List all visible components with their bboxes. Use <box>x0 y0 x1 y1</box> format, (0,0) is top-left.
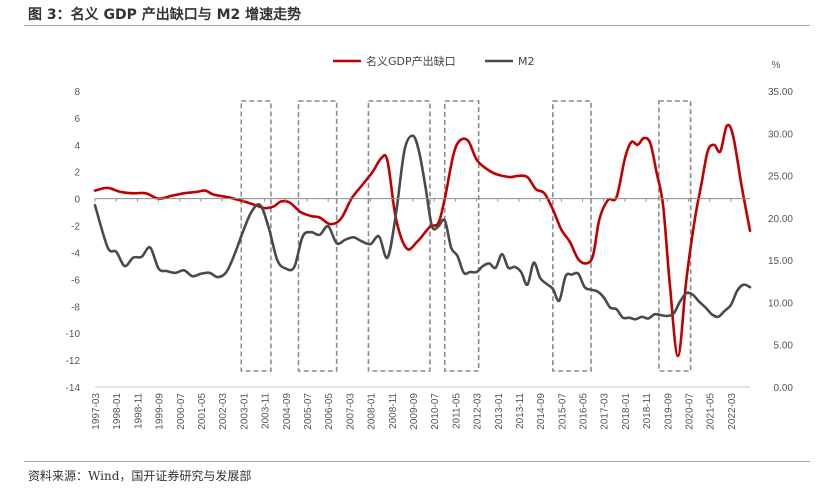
x-axis-tick-label: 2022-03 <box>727 393 738 430</box>
highlight-box <box>367 100 431 372</box>
right-axis: 35.00 30.00 25.00 20.00 15.00 10.00 5.00 0.00% <box>768 60 793 394</box>
right-axis-tick-label: 30.00 <box>768 129 793 140</box>
x-axis-tick-label: 2005-07 <box>303 393 314 430</box>
m2-line <box>93 134 752 321</box>
left-axis-tick-label: -4 <box>71 248 80 259</box>
x-axis-tick-label: 1998-01 <box>112 393 123 430</box>
series-lines <box>93 123 752 358</box>
x-axis-tick-label: 2012-03 <box>473 393 484 430</box>
x-axis-tick-label: 2000-07 <box>176 393 187 430</box>
right-axis-unit: % <box>772 60 781 71</box>
left-axis-tick-label: -2 <box>71 222 80 233</box>
x-axis-tick-label: 2013-01 <box>494 393 505 430</box>
gdp-gap-line <box>93 123 752 358</box>
right-axis-tick-label: 10.00 <box>768 298 793 309</box>
left-axis-tick-label: -6 <box>71 275 80 286</box>
x-axis-tick-label: 1998-11 <box>133 393 144 429</box>
left-axis: 8 6 4 2 0 -2 -4 -6 -8 -10 -12 -14 <box>66 87 81 394</box>
x-axis-tick-label: 2020-07 <box>685 393 696 430</box>
x-axis-tick-label: 2003-11 <box>261 393 272 429</box>
legend-label-gdp-gap: 名义GDP产出缺口 <box>366 54 456 68</box>
left-axis-tick-label: 6 <box>74 114 80 125</box>
highlight-boxes <box>240 100 692 372</box>
highlight-box <box>240 100 272 372</box>
highlight-box <box>658 100 692 372</box>
x-axis-tick-label: 2021-05 <box>706 393 717 430</box>
x-axis-tick-label: 2006-05 <box>324 393 335 430</box>
x-axis-tick-label: 2010-07 <box>430 393 441 430</box>
x-axis-tick-label: 2013-11 <box>515 393 526 429</box>
left-axis-tick-label: 0 <box>74 195 80 206</box>
highlight-box <box>297 100 338 372</box>
source-divider <box>24 461 810 462</box>
right-axis-tick-label: 35.00 <box>768 87 793 98</box>
left-axis-tick-label: 2 <box>74 168 80 179</box>
x-axis-tick-label: 2001-05 <box>197 393 208 430</box>
figure-title: 图 3：名义 GDP 产出缺口与 M2 增速走势 <box>28 7 302 23</box>
x-axis-tick-label: 1997-03 <box>91 393 102 430</box>
x-axis-tick-label: 1999-09 <box>155 393 166 430</box>
left-axis-tick-label: -14 <box>66 383 81 394</box>
legend-label-m2: M2 <box>518 55 535 68</box>
x-axis-tick-label: 2011-05 <box>451 393 462 429</box>
right-axis-tick-label: 0.00 <box>774 383 794 394</box>
highlight-box <box>443 100 480 372</box>
chart-area: 8 6 4 2 0 -2 -4 -6 -8 -10 -12 -14 35.00 30.00 25.00 20… <box>66 54 794 430</box>
x-axis-tick-label: 2009-09 <box>409 393 420 430</box>
left-axis-tick-label: -10 <box>66 329 81 340</box>
right-axis-tick-label: 20.00 <box>768 214 793 225</box>
left-axis-tick-label: -8 <box>71 302 80 313</box>
source-note: 资料来源：Wind，国开证券研究与发展部 <box>28 469 252 483</box>
x-axis: 1997-03 1998-01 1998-11 1999-09 2000-07 2001-… <box>91 198 750 430</box>
x-axis-tick-label: 2016-05 <box>579 393 590 430</box>
x-axis-tick-label: 2002-03 <box>218 393 229 430</box>
left-axis-tick-label: 4 <box>74 141 80 152</box>
legend: 名义GDP产出缺口 M2 <box>333 54 535 68</box>
x-axis-tick-label: 2008-11 <box>388 393 399 429</box>
x-axis-tick-label: 2004-09 <box>282 393 293 430</box>
x-axis-tick-label: 2018-11 <box>642 393 653 429</box>
right-axis-tick-label: 5.00 <box>774 341 794 352</box>
right-axis-tick-label: 25.00 <box>768 172 793 183</box>
x-axis-tick-label: 2018-01 <box>621 393 632 430</box>
highlight-box <box>552 100 592 372</box>
right-axis-tick-label: 15.00 <box>768 256 793 267</box>
x-axis-tick-label: 2014-09 <box>536 393 547 430</box>
title-divider <box>24 25 810 26</box>
x-axis-tick-label: 2015-07 <box>557 393 568 430</box>
x-axis-tick-label: 2019-09 <box>663 393 674 430</box>
x-axis-tick-label: 2003-01 <box>239 393 250 430</box>
x-axis-tick-label: 2017-03 <box>600 393 611 430</box>
left-axis-tick-label: -12 <box>66 356 81 367</box>
x-axis-tick-label: 2008-01 <box>367 393 378 430</box>
left-axis-tick-label: 8 <box>74 87 80 98</box>
x-axis-tick-label: 2007-03 <box>345 393 356 430</box>
